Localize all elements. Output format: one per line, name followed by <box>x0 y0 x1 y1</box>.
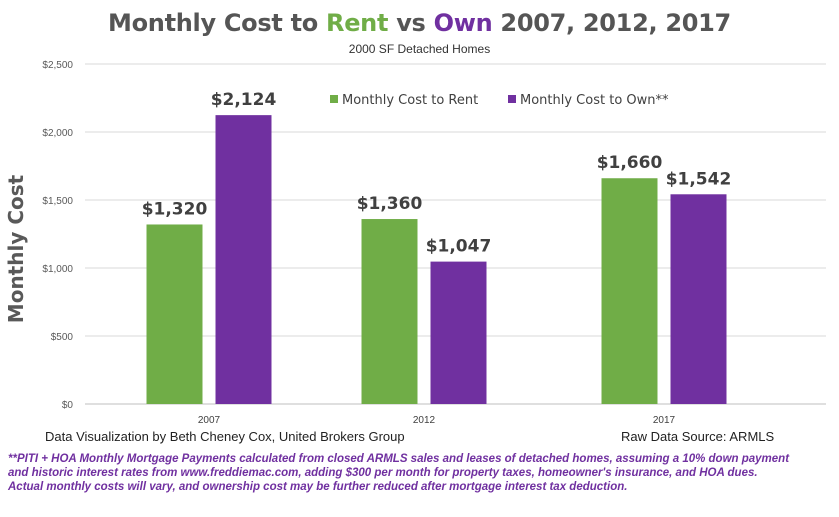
own-legend-label: Monthly Cost to Own** <box>520 93 669 108</box>
footnote-line-2: and historic interest rates from www.fre… <box>8 467 758 479</box>
rent-data-label-2012: $1,360 <box>357 194 423 214</box>
own-bar-2007 <box>215 115 272 405</box>
y-tick-label: $1,500 <box>42 196 73 207</box>
own-legend-swatch <box>508 95 516 103</box>
x-tick-label-2017: 2017 <box>653 415 676 426</box>
y-tick-label: $1,000 <box>42 264 73 275</box>
title-part-1: Monthly Cost to <box>108 9 327 37</box>
y-tick-label: $2,500 <box>42 60 73 71</box>
title-own-word: Own <box>433 9 493 37</box>
rent-data-label-2007: $1,320 <box>142 199 208 219</box>
own-data-label-2012: $1,047 <box>426 237 492 257</box>
title-part-3: 2007, 2012, 2017 <box>492 9 731 37</box>
rent-bar-2017 <box>601 178 658 404</box>
own-bar-2017 <box>670 194 727 404</box>
chart-subtitle: 2000 SF Detached Homes <box>348 42 491 56</box>
y-tick-label: $500 <box>51 332 74 343</box>
visualization-credit: Data Visualization by Beth Cheney Cox, U… <box>45 429 405 444</box>
y-tick-label: $0 <box>62 400 74 411</box>
rent-bar-2012 <box>361 219 418 404</box>
rent-legend-label: Monthly Cost to Rent <box>342 93 478 108</box>
rent-data-label-2017: $1,660 <box>597 153 663 173</box>
footnote: **PITI + HOA Monthly Mortgage Payments c… <box>8 452 833 494</box>
title-part-2: vs <box>388 9 434 37</box>
title-rent-word: Rent <box>326 9 389 37</box>
rent-legend-swatch <box>330 95 338 103</box>
data-source-credit: Raw Data Source: ARMLS <box>621 429 775 444</box>
x-tick-label-2012: 2012 <box>413 415 436 426</box>
footnote-line-3: Actual monthly costs will vary, and owne… <box>8 481 628 493</box>
own-bar-2012 <box>430 261 487 404</box>
own-data-label-2017: $1,542 <box>666 169 732 189</box>
own-data-label-2007: $2,124 <box>211 90 277 110</box>
footnote-line-1: **PITI + HOA Monthly Mortgage Payments c… <box>8 453 790 465</box>
x-tick-label-2007: 2007 <box>198 415 221 426</box>
y-tick-label: $2,000 <box>42 128 73 139</box>
chart-title: Monthly Cost to Rent vs Own 2007, 2012, … <box>0 9 839 37</box>
y-axis-label: Monthly Cost <box>4 174 28 323</box>
rent-bar-2007 <box>146 224 203 404</box>
